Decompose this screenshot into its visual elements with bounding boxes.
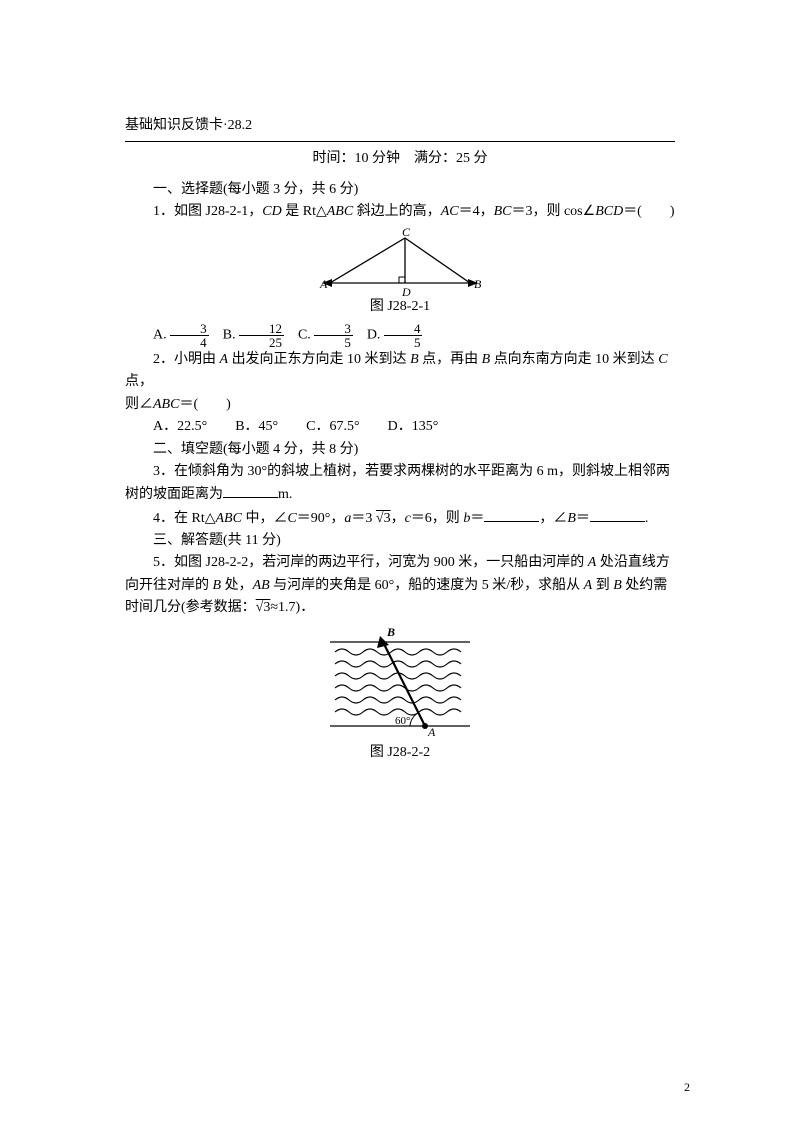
q5-l2-pre: 向开往对岸的 (125, 578, 213, 593)
q2-m1: 出发向正东方向走 10 米到达 (228, 352, 410, 367)
q1-m2: 斜边上的高， (353, 204, 441, 219)
q5-l2-m3: 到 (592, 578, 613, 593)
opt-b-frac: 1225 (239, 322, 284, 349)
q5-l1-tail: 处沿直线方 (596, 555, 670, 570)
q1-bc: BC (494, 204, 512, 219)
q3-l2-tail: m. (278, 487, 292, 502)
header-title: 基础知识反馈卡·28.2 (125, 115, 675, 137)
opt-a-frac: 34 (170, 322, 209, 349)
fig1-a: A (319, 277, 328, 291)
q1-bcd: BCD (595, 204, 623, 219)
q3-line1: 3．在倾斜角为 30°的斜坡上植树，若要求两棵树的水平距离为 6 m，则斜坡上相… (125, 461, 675, 483)
q1-abc: ABC (327, 204, 353, 219)
triangle-svg: A B C D (310, 228, 490, 298)
q4-m8: ＝ (576, 511, 590, 526)
fig2-b: B (386, 625, 395, 639)
q4-bb: B (567, 511, 576, 526)
section2-heading: 二、填空题(每小题 4 分，共 8 分) (125, 439, 675, 461)
fig1-c: C (402, 228, 411, 239)
q5-l3-pre: 时间几分(参考数据： (125, 600, 256, 615)
q5-l2-m1: 处， (221, 578, 253, 593)
q1-text: 1．如图 J28-2-1，CD 是 Rt△ABC 斜边上的高，AC＝4，BC＝3… (125, 201, 675, 223)
q2-b2: B (482, 352, 491, 367)
q5-b2: B (613, 578, 622, 593)
q4-m1: 中，∠ (242, 511, 288, 526)
q4-sqrt: √3 (376, 511, 391, 526)
q2-l2-tail: ＝( ) (179, 397, 230, 412)
q1-ac: AC (441, 204, 459, 219)
q5-line1: 5．如图 J28-2-2，若河岸的两边平行，河宽为 900 米，一只船由河岸的 … (125, 552, 675, 574)
q2-abc2: ABC (153, 397, 179, 412)
opt-c-frac: 35 (314, 322, 353, 349)
q4-m9: . (645, 511, 649, 526)
q1-tail: ＝( ) (623, 204, 674, 219)
q1-options: A. 34 B. 1225 C. 35 D. 45 (125, 322, 675, 349)
opt-d-label: D. (367, 328, 381, 343)
opt-b-label: B. (223, 328, 236, 343)
q4-m2: ＝90°， (297, 511, 345, 526)
q4-abc: ABC (216, 511, 242, 526)
q5-line2: 向开往对岸的 B 处，AB 与河岸的夹角是 60°，船的速度为 5 米/秒，求船… (125, 575, 675, 597)
q2-m2: 点，再由 (419, 352, 482, 367)
q4-text: 4．在 Rt△ABC 中，∠C＝90°，a＝3 √3，c＝6，则 b＝，∠B＝. (125, 507, 675, 530)
q1-m1: 是 Rt△ (282, 204, 327, 219)
q4-m4: ， (391, 511, 405, 526)
q2-c: C (658, 352, 667, 367)
river-svg: B 60° A (320, 624, 480, 744)
opt-d-frac: 45 (384, 322, 423, 349)
blank-2 (484, 507, 539, 522)
q5-b: B (213, 578, 222, 593)
fig1-b: B (474, 277, 482, 291)
q5-a2: A (584, 578, 593, 593)
figure-1: A B C D 图 J28-2-1 (125, 228, 675, 318)
time-score-row: 时间：10 分钟 满分：25 分 (125, 148, 675, 170)
section3-heading: 三、解答题(共 11 分) (125, 530, 675, 552)
q5-sqrt: √3 (256, 600, 271, 615)
q5-l2-m2: 与河岸的夹角是 60°，船的速度为 5 米/秒，求船从 (270, 578, 584, 593)
q2-m4: 点， (125, 374, 153, 389)
q4-m7: ，∠ (539, 511, 567, 526)
section1-heading: 一、选择题(每小题 3 分，共 6 分) (125, 179, 675, 201)
fig1-caption: 图 J28-2-1 (125, 296, 675, 318)
q5-l2-tail: 处约需 (622, 578, 668, 593)
q2-line2: 则∠ABC＝( ) (125, 394, 675, 416)
q2-options: A．22.5° B．45° C．67.5° D．135° (125, 416, 675, 438)
q2-line1: 2．小明由 A 出发向正东方向走 10 米到达 B 点，再由 B 点向东南方向走… (125, 349, 675, 394)
q4-pre: 4．在 Rt△ (153, 511, 216, 526)
header-rule (125, 141, 675, 142)
q2-l2-pre: 则∠ (125, 397, 153, 412)
opt-a-label: A. (153, 328, 167, 343)
q5-ab: AB (253, 578, 270, 593)
q5-line3: 时间几分(参考数据：√3≈1.7)． (125, 597, 675, 619)
q1-eq1: ＝4， (459, 204, 494, 219)
fig2-a: A (427, 725, 436, 739)
page-number: 2 (684, 1078, 690, 1097)
q4-c: C (287, 511, 296, 526)
q1-eq2: ＝3，则 cos∠ (511, 204, 595, 219)
q2-b: B (410, 352, 419, 367)
blank-1 (223, 483, 278, 498)
fig2-angle: 60° (395, 715, 410, 727)
q5-l1-pre: 5．如图 J28-2-2，若河岸的两边平行，河宽为 900 米，一只船由河岸的 (153, 555, 588, 570)
figure-2: B 60° A 图 J28-2-2 (125, 624, 675, 764)
q3-line2: 树的坡面距离为 m. (125, 483, 675, 506)
q2-a: A (220, 352, 229, 367)
q4-m6: ＝ (470, 511, 484, 526)
q5-l3-tail: ≈1.7)． (270, 600, 314, 615)
fig2-caption: 图 J28-2-2 (125, 742, 675, 764)
q1-cd: CD (262, 204, 281, 219)
q4-m5: ＝6，则 (411, 511, 464, 526)
q3-l2-pre: 树的坡面距离为 (125, 487, 223, 502)
opt-c-label: C. (298, 328, 311, 343)
q4-m3: ＝3 (351, 511, 376, 526)
q1-pre: 1．如图 J28-2-1， (153, 204, 262, 219)
page: 基础知识反馈卡·28.2 时间：10 分钟 满分：25 分 一、选择题(每小题 … (0, 0, 800, 1132)
q2-m3: 点向东南方向走 10 米到达 (490, 352, 658, 367)
blank-3 (590, 507, 645, 522)
q2-pre: 2．小明由 (153, 352, 220, 367)
